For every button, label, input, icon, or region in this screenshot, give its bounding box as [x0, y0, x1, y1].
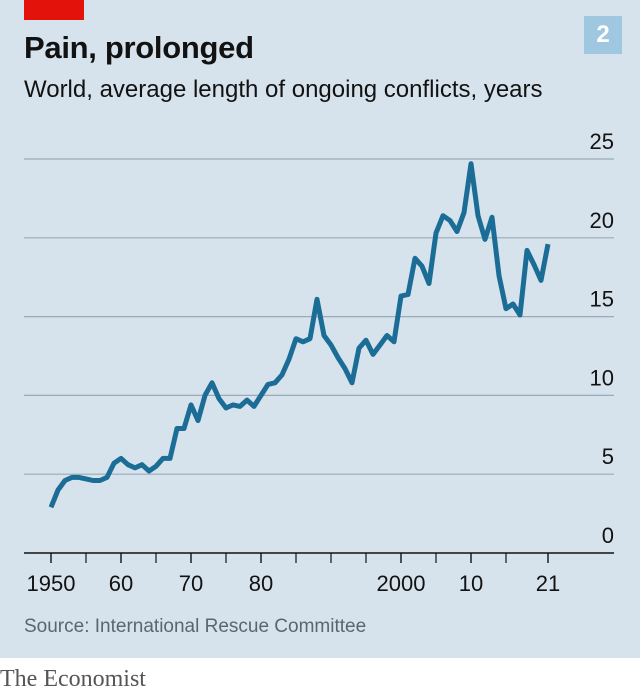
x-tick-label-1970: 70 — [179, 571, 203, 596]
y-tick-label-20: 20 — [590, 208, 614, 233]
source-note: Source: International Rescue Committee — [24, 616, 367, 637]
x-tick-label-2010: 10 — [459, 571, 483, 596]
x-tick-label-1950: 1950 — [27, 571, 76, 596]
publisher-brand: The Economist — [0, 666, 146, 692]
chart-subtitle: World, average length of ongoing conflic… — [24, 76, 543, 103]
x-tick-label-2000: 2000 — [377, 571, 426, 596]
y-tick-label-0: 0 — [602, 523, 614, 548]
x-tick-label-1960: 60 — [109, 571, 133, 596]
x-tick-label-1980: 80 — [249, 571, 273, 596]
x-tick-labels: 1950 60 70 80 2000 10 21 — [27, 571, 561, 596]
y-tick-labels: 0 5 10 15 20 25 — [590, 129, 614, 548]
y-tick-label-10: 10 — [590, 365, 614, 390]
chart-number-badge: 2 — [584, 16, 622, 54]
series-line-0 — [48, 161, 551, 509]
red-tag-accent — [24, 0, 84, 20]
chart-panel: Pain, prolonged World, average length of… — [0, 0, 640, 658]
x-tick-label-2021: 21 — [536, 571, 560, 596]
series-lines — [48, 161, 551, 509]
y-tick-label-25: 25 — [590, 129, 614, 154]
chart-title: Pain, prolonged — [24, 30, 254, 65]
y-tick-label-15: 15 — [590, 287, 614, 312]
y-tick-label-5: 5 — [602, 444, 614, 469]
line-chart: 0 5 10 15 20 25 1950 60 70 80 2000 10 21 — [24, 129, 614, 596]
x-axis — [24, 552, 614, 563]
